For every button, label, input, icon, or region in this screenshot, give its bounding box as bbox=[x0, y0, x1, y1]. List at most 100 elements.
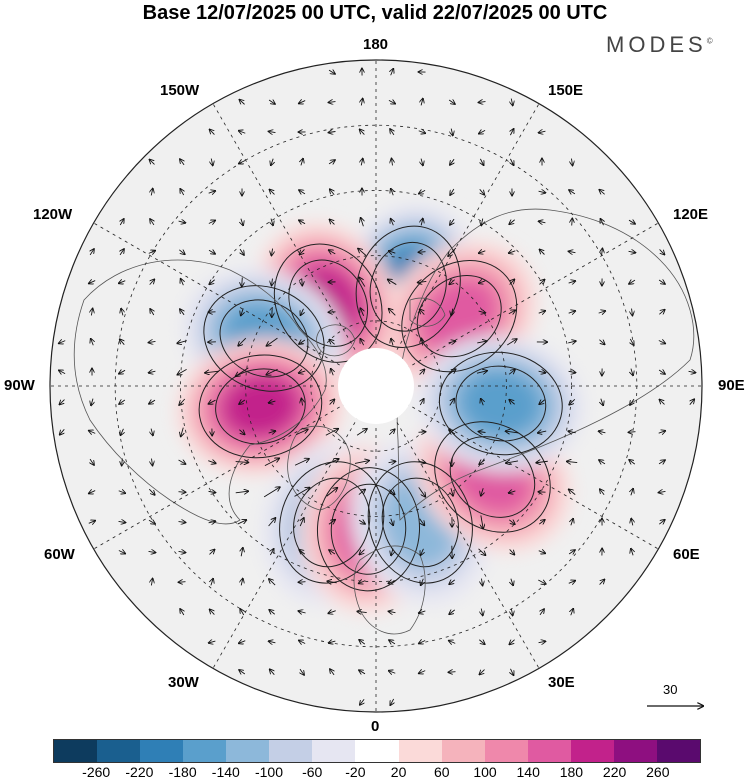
wind-vector bbox=[208, 491, 216, 492]
brand-text: MODES bbox=[606, 32, 707, 57]
wind-vector bbox=[481, 515, 483, 528]
wind-vector bbox=[88, 521, 95, 524]
arctic-islands-coast bbox=[316, 297, 446, 357]
wind-vector bbox=[151, 458, 152, 466]
wind-vector bbox=[271, 218, 273, 226]
contour-ural-high bbox=[449, 436, 536, 518]
wind-vector bbox=[59, 341, 66, 344]
wind-vector bbox=[239, 400, 246, 404]
colorbar-bin bbox=[355, 740, 399, 762]
wind-vector bbox=[90, 458, 94, 465]
wind-vector bbox=[448, 247, 457, 256]
wind-vector bbox=[631, 368, 633, 376]
wind-vector bbox=[89, 491, 96, 494]
wind-vector bbox=[509, 549, 515, 554]
lon-label-150w: 150W bbox=[160, 82, 200, 99]
contour-kamchatka-high bbox=[416, 275, 502, 358]
wind-vector bbox=[479, 669, 485, 675]
wind-vector bbox=[298, 611, 306, 613]
wind-vector bbox=[359, 670, 366, 674]
wind-vector bbox=[568, 341, 576, 343]
lon-label-90w: 90W bbox=[4, 377, 35, 394]
wind-vector bbox=[208, 521, 216, 523]
wind-vector bbox=[388, 461, 396, 462]
wind-vector bbox=[449, 641, 456, 644]
wind-vector bbox=[479, 102, 486, 103]
wind-vector bbox=[181, 279, 184, 286]
lon-label-120w: 120W bbox=[33, 206, 73, 223]
wind-vector bbox=[270, 669, 275, 675]
lon-label-30w: 30W bbox=[168, 674, 199, 691]
wind-vector bbox=[178, 221, 186, 223]
contour-eastern-europe-low bbox=[367, 461, 473, 584]
wind-vector bbox=[632, 308, 633, 316]
wind-vector bbox=[571, 609, 573, 616]
wind-vector bbox=[571, 519, 573, 526]
wind-vector bbox=[569, 251, 576, 252]
wind-vector bbox=[240, 248, 244, 255]
wind-vector bbox=[571, 158, 572, 166]
contour-east-siberian-low bbox=[355, 225, 461, 348]
wind-vector bbox=[178, 551, 186, 552]
wind-vector bbox=[539, 280, 544, 285]
wind-vector bbox=[507, 339, 516, 346]
wind-vector bbox=[511, 578, 513, 586]
wind-vector bbox=[150, 279, 155, 285]
wind-vector bbox=[208, 250, 215, 254]
wind-vector bbox=[90, 249, 94, 256]
wind-vector bbox=[269, 579, 276, 586]
wind-vector bbox=[329, 399, 335, 405]
wind-vector bbox=[568, 550, 575, 554]
wind-vector bbox=[451, 308, 453, 316]
meridian-line bbox=[212, 103, 377, 387]
wind-vector bbox=[241, 218, 243, 226]
lon-label-150e: 150E bbox=[548, 82, 584, 99]
wind-vector bbox=[391, 339, 393, 346]
wind-vector bbox=[508, 370, 515, 375]
wind-vector bbox=[540, 249, 545, 255]
lon-label-30e: 30E bbox=[548, 674, 575, 691]
colorbar-tick-label: 220 bbox=[602, 764, 627, 780]
wind-vector bbox=[208, 220, 215, 223]
wind-vector bbox=[391, 219, 394, 226]
meridian-line bbox=[93, 385, 377, 550]
wind-vector bbox=[121, 428, 124, 435]
wind-vector bbox=[630, 398, 634, 405]
wind-vector bbox=[325, 429, 338, 436]
wind-vector bbox=[328, 520, 335, 524]
wind-vector bbox=[389, 611, 396, 612]
wind-vector bbox=[239, 641, 246, 644]
wind-vector bbox=[151, 428, 153, 436]
wind-vector bbox=[390, 698, 393, 705]
wind-vector bbox=[538, 551, 545, 554]
wind-vector bbox=[150, 219, 154, 226]
wind-vector bbox=[600, 489, 604, 496]
contour-labrador-high bbox=[198, 354, 323, 459]
wind-vector bbox=[506, 461, 519, 463]
wind-vector bbox=[481, 578, 482, 586]
wind-vector bbox=[419, 252, 426, 253]
colorbar-bin bbox=[398, 740, 442, 762]
wind-vector bbox=[392, 159, 393, 166]
wind-vector bbox=[356, 429, 367, 436]
wind-vector bbox=[358, 249, 367, 256]
wind-vector bbox=[118, 521, 126, 522]
wind-vector bbox=[329, 340, 335, 345]
wind-vector bbox=[538, 431, 547, 433]
wind-vector bbox=[357, 611, 367, 612]
wind-vector bbox=[509, 400, 515, 405]
wind-vector bbox=[180, 309, 184, 316]
wind-vector bbox=[479, 640, 484, 644]
wind-vector bbox=[354, 461, 369, 464]
wind-vector bbox=[294, 488, 310, 497]
wind-vector bbox=[418, 487, 426, 496]
wind-vector bbox=[389, 640, 396, 644]
wind-vector bbox=[294, 459, 309, 466]
wind-vector bbox=[236, 367, 249, 376]
wind-vector bbox=[659, 491, 666, 492]
wind-vector bbox=[631, 519, 633, 526]
contour-west-siberian-low bbox=[455, 365, 547, 442]
wind-vector bbox=[391, 518, 393, 526]
wind-vector bbox=[388, 429, 394, 436]
wind-vector bbox=[509, 491, 516, 493]
